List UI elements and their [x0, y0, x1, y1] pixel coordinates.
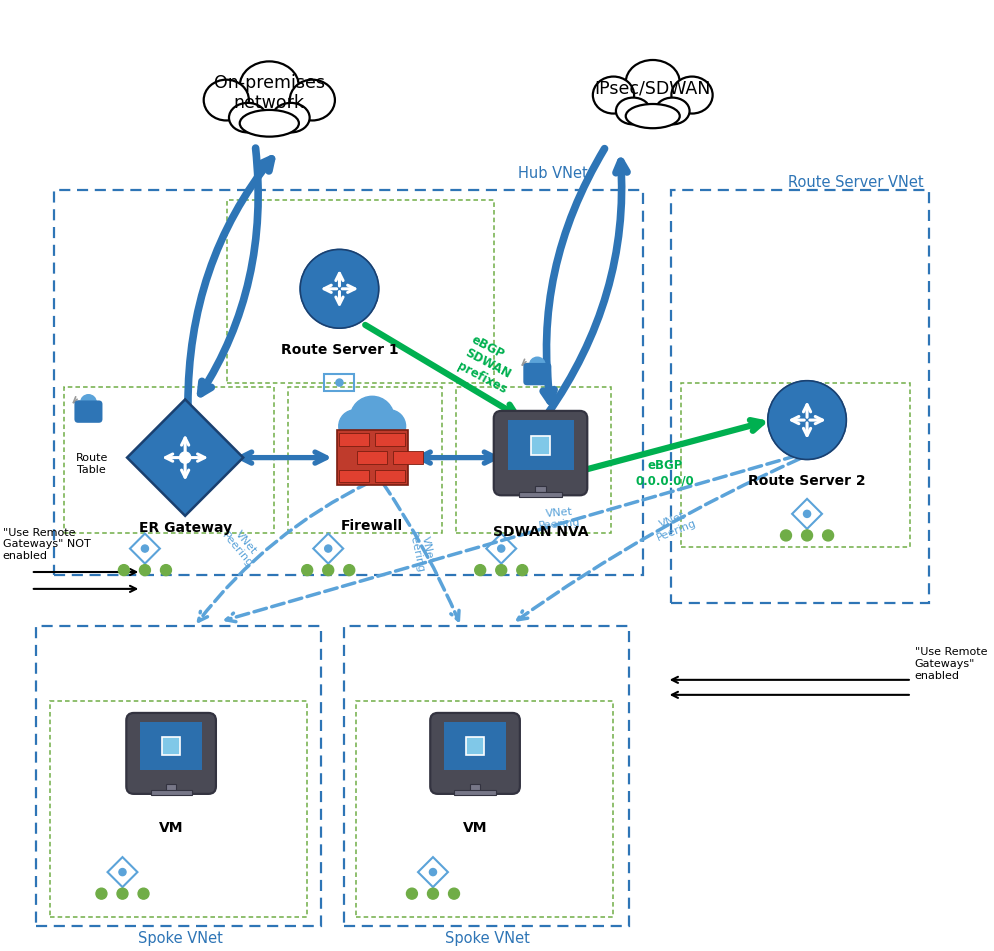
FancyBboxPatch shape	[339, 433, 370, 446]
FancyBboxPatch shape	[357, 451, 387, 464]
Circle shape	[780, 530, 791, 541]
Ellipse shape	[272, 103, 310, 132]
FancyBboxPatch shape	[375, 433, 405, 446]
Text: "Use Remote
Gateways" NOT
enabled: "Use Remote Gateways" NOT enabled	[3, 528, 90, 561]
FancyBboxPatch shape	[140, 723, 203, 770]
Circle shape	[339, 410, 372, 442]
FancyBboxPatch shape	[470, 785, 480, 790]
Text: Route
Table: Route Table	[524, 416, 557, 437]
Text: Route Server 2: Route Server 2	[748, 475, 866, 489]
Circle shape	[139, 565, 150, 575]
Circle shape	[427, 888, 438, 899]
Text: VM: VM	[463, 822, 487, 835]
Text: IPsec/SDWAN: IPsec/SDWAN	[594, 80, 711, 98]
FancyBboxPatch shape	[443, 723, 506, 770]
Ellipse shape	[626, 104, 680, 128]
FancyBboxPatch shape	[166, 785, 177, 790]
Text: VNet
Peering: VNet Peering	[651, 507, 698, 543]
Ellipse shape	[204, 80, 248, 121]
Text: eBGP
0.0.0.0/0: eBGP 0.0.0.0/0	[635, 459, 694, 488]
Circle shape	[81, 395, 96, 411]
Text: ER Gateway: ER Gateway	[138, 521, 232, 535]
Circle shape	[141, 545, 148, 553]
Circle shape	[302, 565, 313, 575]
Polygon shape	[127, 399, 244, 515]
FancyBboxPatch shape	[531, 436, 551, 456]
Circle shape	[429, 868, 436, 876]
Ellipse shape	[240, 62, 299, 110]
Circle shape	[496, 565, 507, 575]
Circle shape	[117, 888, 128, 899]
Circle shape	[344, 565, 355, 575]
Text: Spoke VNet: Spoke VNet	[138, 931, 223, 946]
Text: "Use Remote
Gateways"
enabled: "Use Remote Gateways" enabled	[914, 648, 987, 681]
Circle shape	[336, 379, 343, 386]
Circle shape	[119, 868, 126, 876]
Circle shape	[803, 511, 810, 517]
FancyBboxPatch shape	[523, 363, 552, 385]
Circle shape	[180, 452, 191, 463]
Text: VNet
Peering: VNet Peering	[220, 524, 263, 570]
FancyBboxPatch shape	[337, 430, 408, 485]
FancyBboxPatch shape	[508, 420, 574, 471]
Ellipse shape	[616, 98, 650, 125]
FancyBboxPatch shape	[454, 790, 496, 795]
Ellipse shape	[655, 98, 690, 125]
Text: On-premises
network: On-premises network	[214, 73, 325, 112]
Circle shape	[118, 565, 129, 575]
FancyBboxPatch shape	[375, 470, 405, 482]
Circle shape	[498, 545, 505, 553]
Ellipse shape	[671, 77, 713, 113]
Text: Route Server 1: Route Server 1	[280, 343, 399, 358]
Text: VNet
Peering: VNet Peering	[407, 529, 436, 574]
Circle shape	[530, 358, 545, 373]
Circle shape	[407, 888, 417, 899]
FancyBboxPatch shape	[150, 790, 192, 795]
Circle shape	[96, 888, 107, 899]
FancyBboxPatch shape	[393, 451, 422, 464]
FancyBboxPatch shape	[162, 737, 180, 755]
FancyBboxPatch shape	[430, 713, 520, 794]
Text: VM: VM	[159, 822, 183, 835]
FancyBboxPatch shape	[494, 411, 587, 495]
FancyBboxPatch shape	[75, 400, 102, 423]
Circle shape	[323, 565, 334, 575]
Circle shape	[350, 397, 395, 440]
Circle shape	[373, 410, 406, 442]
Ellipse shape	[229, 103, 266, 132]
Text: Hub VNet: Hub VNet	[518, 166, 587, 181]
Circle shape	[448, 888, 459, 899]
Text: Route Server VNet: Route Server VNet	[788, 175, 924, 190]
Circle shape	[475, 565, 486, 575]
Circle shape	[823, 530, 834, 541]
Text: Spoke VNet: Spoke VNet	[444, 931, 530, 946]
Text: Firewall: Firewall	[341, 518, 404, 533]
Text: eBGP
SDWAN
prefixes: eBGP SDWAN prefixes	[455, 333, 524, 397]
Ellipse shape	[240, 110, 299, 137]
Text: VNet
Peering: VNet Peering	[538, 506, 581, 532]
Ellipse shape	[592, 77, 634, 113]
Circle shape	[325, 545, 332, 553]
FancyBboxPatch shape	[519, 492, 563, 496]
Text: SDWAN NVA: SDWAN NVA	[493, 525, 588, 539]
FancyBboxPatch shape	[339, 470, 370, 482]
Text: Route
Table: Route Table	[76, 453, 107, 475]
FancyBboxPatch shape	[126, 713, 216, 794]
Circle shape	[160, 565, 171, 575]
Circle shape	[300, 249, 379, 328]
FancyBboxPatch shape	[466, 737, 484, 755]
Circle shape	[767, 380, 846, 459]
Circle shape	[801, 530, 812, 541]
FancyBboxPatch shape	[535, 486, 546, 493]
Ellipse shape	[289, 80, 335, 121]
Ellipse shape	[626, 60, 680, 105]
Circle shape	[517, 565, 528, 575]
Circle shape	[138, 888, 149, 899]
